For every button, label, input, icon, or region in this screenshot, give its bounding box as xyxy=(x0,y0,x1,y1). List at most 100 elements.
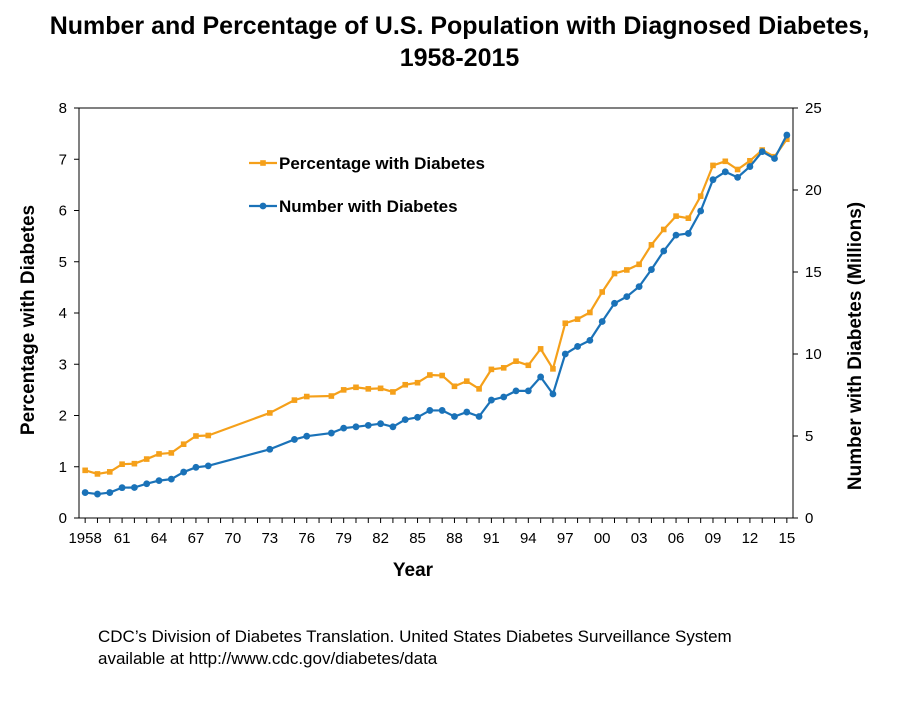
data-point-number xyxy=(167,475,175,483)
data-point-percentage xyxy=(328,393,335,399)
right-axis-tick-label: 25 xyxy=(805,100,822,117)
data-point-percentage xyxy=(550,366,556,372)
x-axis-tick-label: 67 xyxy=(188,530,205,547)
data-point-number xyxy=(451,413,458,420)
data-point-percentage xyxy=(267,410,273,416)
data-point-percentage xyxy=(500,365,507,371)
data-point-percentage xyxy=(611,270,618,277)
chart-title: Number and Percentage of U.S. Population… xyxy=(0,10,919,74)
x-axis-tick-label: 12 xyxy=(742,530,759,547)
data-point-percentage xyxy=(119,461,125,467)
data-point-number xyxy=(500,393,508,401)
data-point-number xyxy=(81,489,89,496)
right-axis-tick-label: 0 xyxy=(805,510,813,527)
data-point-percentage xyxy=(648,242,655,248)
data-point-percentage xyxy=(365,386,372,392)
data-point-percentage xyxy=(106,469,113,475)
series-percentage xyxy=(82,136,790,477)
data-point-number xyxy=(771,155,778,162)
data-point-percentage xyxy=(562,320,569,327)
left-axis-tick-label: 7 xyxy=(59,151,67,168)
data-point-percentage xyxy=(734,166,741,173)
data-point-percentage xyxy=(574,316,581,322)
data-point-number xyxy=(118,484,126,492)
data-point-number xyxy=(340,424,348,432)
left-axis-tick-label: 6 xyxy=(59,203,67,220)
data-point-percentage xyxy=(710,162,716,169)
x-axis: 1958 61 64 67 70 73 76 79 82 85 88 91 94 97 00 03 06 09 12… xyxy=(68,518,795,547)
left-axis-tick-label: 4 xyxy=(59,305,67,322)
x-axis-tick-label: 00 xyxy=(594,530,611,547)
left-y-axis-label: Percentage with Diabetes xyxy=(18,205,39,435)
left-y-axis: 0 1 2 3 4 5 6 7 8 xyxy=(59,100,79,527)
data-point-number xyxy=(672,231,680,239)
data-point-number xyxy=(389,423,397,431)
data-point-percentage xyxy=(599,289,605,295)
data-point-percentage xyxy=(722,158,729,165)
data-point-percentage xyxy=(685,215,692,221)
data-point-number xyxy=(660,247,668,255)
x-axis-tick-label: 94 xyxy=(520,530,537,547)
data-point-percentage xyxy=(82,467,88,474)
data-point-percentage xyxy=(513,358,519,364)
data-point-percentage xyxy=(451,383,458,390)
data-point-percentage xyxy=(156,451,162,457)
x-axis-tick-label: 06 xyxy=(668,530,685,547)
x-axis-tick-label: 61 xyxy=(114,530,131,547)
x-axis-tick-label: 76 xyxy=(298,530,315,547)
legend-label: Percentage with Diabetes xyxy=(279,154,485,173)
data-point-number xyxy=(130,484,138,491)
data-point-number xyxy=(266,445,274,453)
x-axis-tick-label: 1958 xyxy=(68,530,101,547)
x-axis-tick-label: 91 xyxy=(483,530,500,547)
data-point-number xyxy=(635,283,643,290)
series-number xyxy=(81,131,791,498)
series-layer xyxy=(81,131,791,498)
legend: Percentage with Diabetes Number with Diab… xyxy=(249,154,485,216)
right-y-axis: 0 5 10 15 20 25 xyxy=(793,100,822,527)
data-point-percentage xyxy=(673,213,679,219)
data-point-percentage xyxy=(439,372,445,379)
data-point-number xyxy=(487,396,495,404)
data-point-percentage xyxy=(131,460,138,467)
data-point-percentage xyxy=(390,389,396,395)
data-point-number xyxy=(512,387,520,395)
data-point-percentage xyxy=(463,378,470,384)
data-point-number xyxy=(734,173,742,181)
x-axis-tick-label: 09 xyxy=(705,530,722,547)
data-point-number xyxy=(684,230,692,237)
data-point-number xyxy=(106,489,114,496)
data-point-number xyxy=(537,373,545,381)
data-point-percentage xyxy=(427,372,433,378)
data-point-percentage xyxy=(143,456,150,462)
source-note: CDC’s Division of Diabetes Translation. … xyxy=(98,626,732,670)
data-point-number xyxy=(758,148,766,156)
right-axis-tick-label: 20 xyxy=(805,182,822,199)
data-point-percentage xyxy=(476,386,482,392)
data-point-number xyxy=(697,207,705,215)
data-point-number xyxy=(648,266,655,273)
x-axis-tick-label: 73 xyxy=(261,530,278,547)
series-line xyxy=(84,138,788,476)
chart-title-line-2: 1958-2015 xyxy=(399,44,520,72)
data-point-percentage xyxy=(488,366,495,373)
data-point-percentage xyxy=(168,450,175,456)
data-point-number xyxy=(574,343,581,350)
data-point-number xyxy=(327,429,335,437)
data-point-number xyxy=(709,176,717,184)
data-point-percentage xyxy=(660,226,667,233)
data-point-percentage xyxy=(205,432,212,439)
right-y-axis-label: Number with Diabetes (Millions) xyxy=(845,202,866,490)
data-point-percentage xyxy=(784,136,790,143)
data-point-number xyxy=(180,468,188,476)
data-point-number xyxy=(746,163,754,170)
data-point-percentage xyxy=(291,397,298,403)
data-point-number xyxy=(364,421,372,429)
data-point-number xyxy=(377,420,385,428)
x-axis-tick-label: 97 xyxy=(557,530,574,547)
data-point-percentage xyxy=(525,362,532,369)
data-point-percentage xyxy=(747,157,753,164)
x-axis-tick-label: 85 xyxy=(409,530,426,547)
data-point-percentage xyxy=(402,381,409,388)
